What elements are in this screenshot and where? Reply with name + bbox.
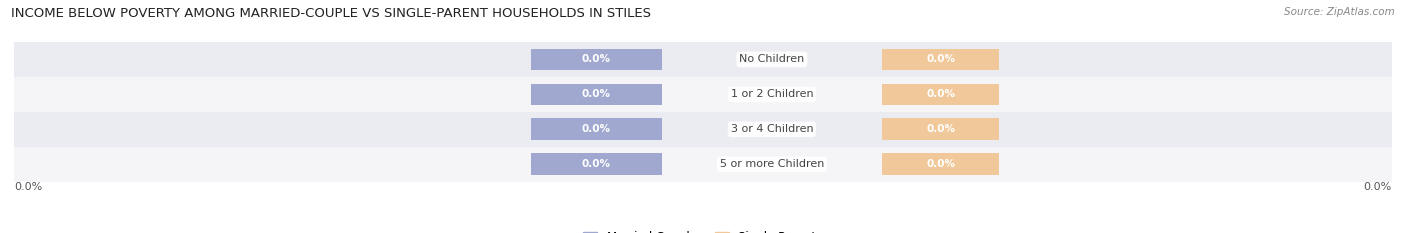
Text: 0.0%: 0.0% xyxy=(1364,182,1392,192)
Text: 0.0%: 0.0% xyxy=(927,55,955,64)
Text: Source: ZipAtlas.com: Source: ZipAtlas.com xyxy=(1284,7,1395,17)
Text: 0.0%: 0.0% xyxy=(14,182,42,192)
Bar xyxy=(14,147,1392,182)
Text: 5 or more Children: 5 or more Children xyxy=(720,159,824,169)
Text: 0.0%: 0.0% xyxy=(927,159,955,169)
Bar xyxy=(531,49,662,70)
Text: 0.0%: 0.0% xyxy=(927,124,955,134)
Bar xyxy=(882,118,1000,140)
Text: No Children: No Children xyxy=(740,55,804,64)
Text: 1 or 2 Children: 1 or 2 Children xyxy=(731,89,813,99)
Bar xyxy=(531,84,662,105)
Text: 0.0%: 0.0% xyxy=(582,159,610,169)
Text: INCOME BELOW POVERTY AMONG MARRIED-COUPLE VS SINGLE-PARENT HOUSEHOLDS IN STILES: INCOME BELOW POVERTY AMONG MARRIED-COUPL… xyxy=(11,7,651,20)
Text: 0.0%: 0.0% xyxy=(582,89,610,99)
Bar xyxy=(882,49,1000,70)
Text: 0.0%: 0.0% xyxy=(927,89,955,99)
Bar xyxy=(531,118,662,140)
Bar xyxy=(531,154,662,175)
Text: 0.0%: 0.0% xyxy=(582,55,610,64)
Bar xyxy=(14,42,1392,77)
Bar xyxy=(882,84,1000,105)
Text: 0.0%: 0.0% xyxy=(582,124,610,134)
Bar xyxy=(14,77,1392,112)
Text: 3 or 4 Children: 3 or 4 Children xyxy=(731,124,813,134)
Bar xyxy=(882,154,1000,175)
Bar xyxy=(14,112,1392,147)
Legend: Married Couples, Single Parents: Married Couples, Single Parents xyxy=(579,226,827,233)
